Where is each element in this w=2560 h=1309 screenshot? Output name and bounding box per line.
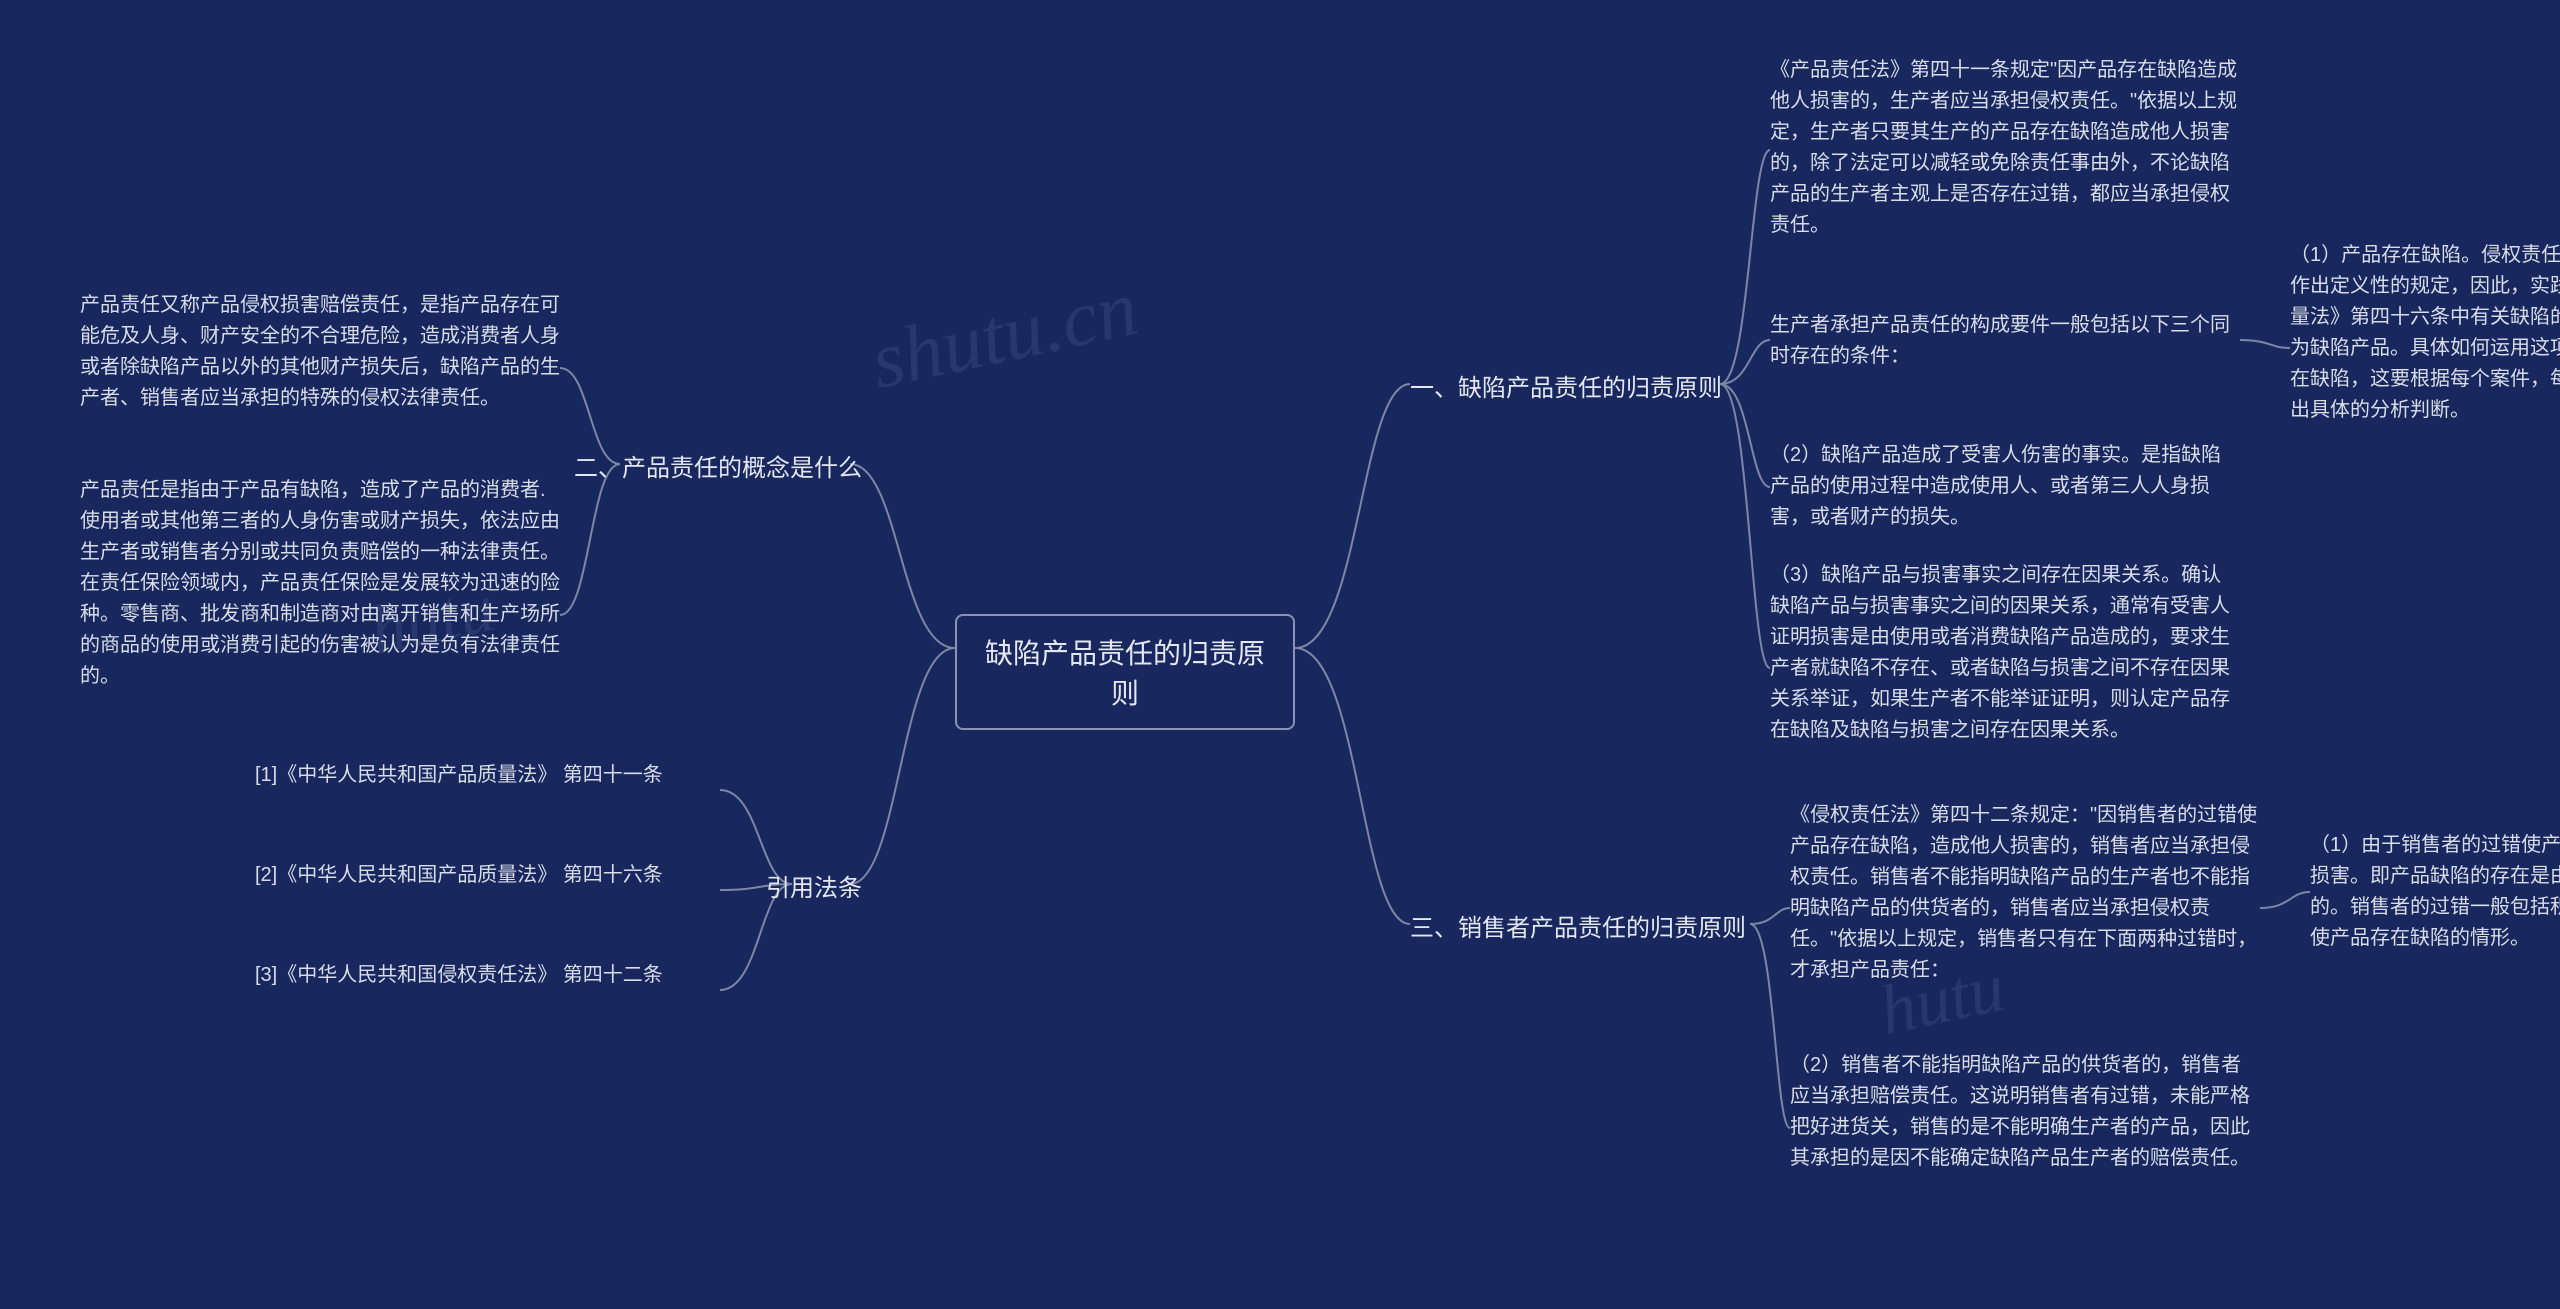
leaf-text: 《产品责任法》第四十一条规定"因产品存在缺陷造成他人损害的，生产者应当承担侵权责… — [1770, 59, 2237, 236]
leaf-r2b[interactable]: （2）销售者不能指明缺陷产品的供货者的，销售者应当承担赔偿责任。这说明销售者有过… — [1790, 1050, 2260, 1174]
branch-label: 引用法条 — [766, 875, 862, 902]
leaf-text: [2]《中华人民共和国产品质量法》 第四十六条 — [255, 864, 663, 886]
leaf-text: 产品责任是指由于产品有缺陷，造成了产品的消费者.使用者或其他第三者的人身伤害或财… — [80, 479, 560, 687]
leaf-text: （2）缺陷产品造成了受害人伤害的事实。是指缺陷产品的使用过程中造成使用人、或者第… — [1770, 444, 2221, 528]
leaf-text: 生产者承担产品责任的构成要件一般包括以下三个同时存在的条件： — [1770, 314, 2230, 367]
leaf-text: （1）由于销售者的过错使产品存在缺陷，造成他人损害。即产品缺陷的存在是由于销售者… — [2310, 834, 2560, 949]
leaf-r1c[interactable]: （2）缺陷产品造成了受害人伤害的事实。是指缺陷产品的使用过程中造成使用人、或者第… — [1770, 440, 2240, 533]
central-label: 缺陷产品责任的归责原则 — [985, 638, 1265, 709]
branch-r2[interactable]: 三、销售者产品责任的归责原则 — [1410, 910, 1760, 947]
leaf-text: [1]《中华人民共和国产品质量法》 第四十一条 — [255, 764, 663, 786]
leaf-r1a[interactable]: 《产品责任法》第四十一条规定"因产品存在缺陷造成他人损害的，生产者应当承担侵权责… — [1770, 55, 2240, 241]
branch-label: 一、缺陷产品责任的归责原则 — [1410, 375, 1722, 402]
central-topic[interactable]: 缺陷产品责任的归责原则 — [955, 614, 1295, 730]
leaf-text: （3）缺陷产品与损害事实之间存在因果关系。确认缺陷产品与损害事实之间的因果关系，… — [1770, 564, 2230, 741]
leaf-l1a[interactable]: 产品责任又称产品侵权损害赔偿责任，是指产品存在可能危及人身、财产安全的不合理危险… — [80, 290, 560, 414]
leaf-text: 产品责任又称产品侵权损害赔偿责任，是指产品存在可能危及人身、财产安全的不合理危险… — [80, 294, 560, 409]
leaf-r1b[interactable]: 生产者承担产品责任的构成要件一般包括以下三个同时存在的条件： — [1770, 310, 2240, 372]
branch-r1[interactable]: 一、缺陷产品责任的归责原则 — [1410, 370, 1730, 407]
branch-label: 二、产品责任的概念是什么 — [574, 455, 862, 482]
leaf-text: 《侵权责任法》第四十二条规定："因销售者的过错使产品存在缺陷，造成他人损害的，销… — [1790, 804, 2257, 981]
leaf-text: （1）产品存在缺陷。侵权责任法中没有对缺陷产品作出定义性的规定，因此，实践中可以… — [2290, 244, 2560, 421]
leaf-text: [3]《中华人民共和国侵权责任法》 第四十二条 — [255, 964, 663, 986]
leaf-r2a[interactable]: 《侵权责任法》第四十二条规定："因销售者的过错使产品存在缺陷，造成他人损害的，销… — [1790, 800, 2260, 986]
leaf-l2b[interactable]: [2]《中华人民共和国产品质量法》 第四十六条 — [255, 860, 715, 891]
leaf-l1b[interactable]: 产品责任是指由于产品有缺陷，造成了产品的消费者.使用者或其他第三者的人身伤害或财… — [80, 475, 560, 692]
leaf-text: （2）销售者不能指明缺陷产品的供货者的，销售者应当承担赔偿责任。这说明销售者有过… — [1790, 1054, 2250, 1169]
leaf-l2c[interactable]: [3]《中华人民共和国侵权责任法》 第四十二条 — [255, 960, 715, 991]
branch-label: 三、销售者产品责任的归责原则 — [1410, 915, 1746, 942]
leaf-r1d[interactable]: （3）缺陷产品与损害事实之间存在因果关系。确认缺陷产品与损害事实之间的因果关系，… — [1770, 560, 2240, 746]
branch-l2[interactable]: 引用法条 — [752, 870, 862, 907]
branch-l1[interactable]: 二、产品责任的概念是什么 — [572, 450, 862, 487]
leaf-l2a[interactable]: [1]《中华人民共和国产品质量法》 第四十一条 — [255, 760, 715, 791]
watermark: shutu.cn — [863, 263, 1145, 408]
leaf-r2a1[interactable]: （1）由于销售者的过错使产品存在缺陷，造成他人损害。即产品缺陷的存在是由于销售者… — [2310, 830, 2560, 954]
leaf-r1b1[interactable]: （1）产品存在缺陷。侵权责任法中没有对缺陷产品作出定义性的规定，因此，实践中可以… — [2290, 240, 2560, 426]
